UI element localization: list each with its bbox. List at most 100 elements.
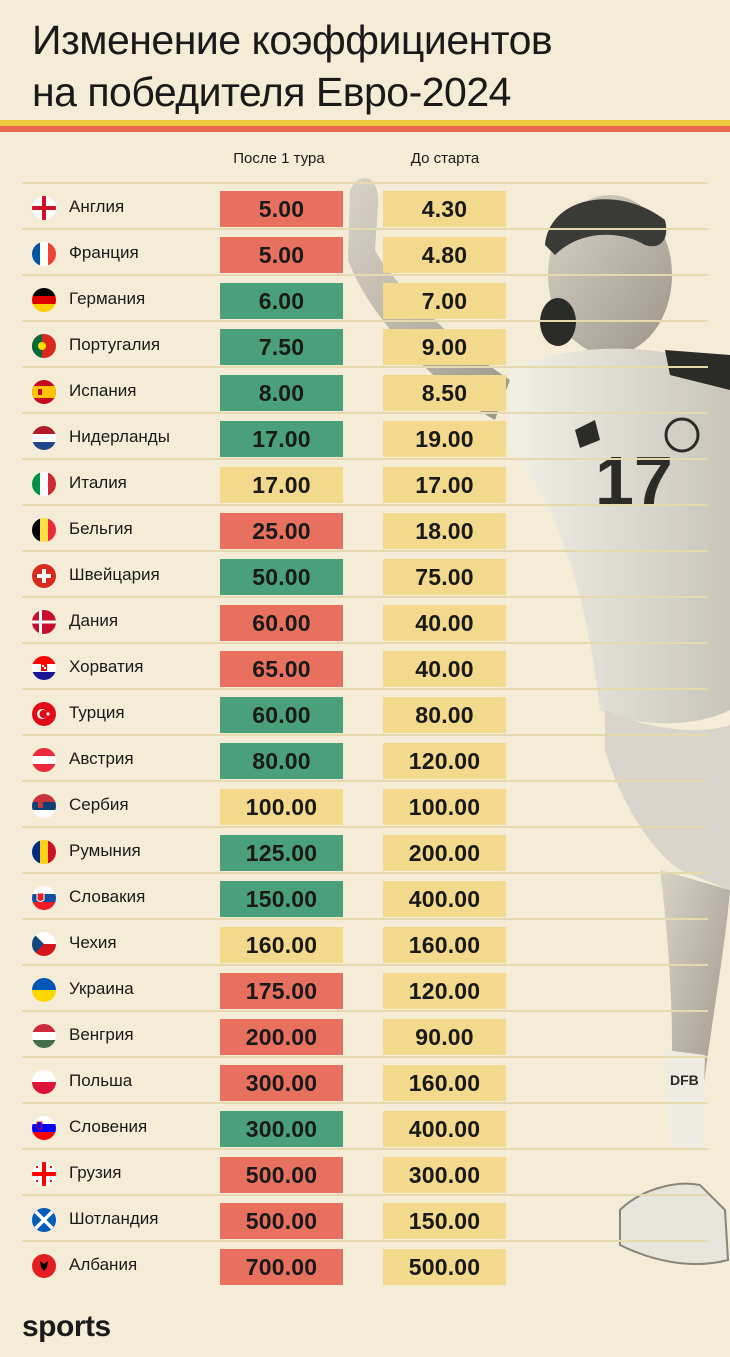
odds-before-start: 400.00: [383, 881, 506, 917]
odds-before-start: 500.00: [383, 1249, 506, 1285]
switzerland-flag-icon: [32, 564, 56, 588]
country-name: Бельгия: [69, 519, 133, 538]
odds-after-round1: 60.00: [220, 605, 343, 641]
country-name: Польша: [69, 1071, 133, 1090]
country-name: Турция: [69, 703, 125, 722]
country-name: Португалия: [69, 335, 161, 354]
table-row: Румыния 125.00 200.00: [22, 826, 708, 874]
table-row: Франция 5.00 4.80: [22, 228, 708, 276]
page-title: Изменение коэффициентов на победителя Ев…: [32, 14, 553, 118]
table-row: Дания 60.00 40.00: [22, 596, 708, 644]
table-row: Италия 17.00 17.00: [22, 458, 708, 506]
odds-before-start: 40.00: [383, 651, 506, 687]
odds-after-round1: 6.00: [220, 283, 343, 319]
country-name: Германия: [69, 289, 146, 308]
austria-flag-icon: [32, 748, 56, 772]
svg-text:DFB: DFB: [670, 1072, 699, 1088]
odds-after-round1: 175.00: [220, 973, 343, 1009]
country-name: Словакия: [69, 887, 146, 906]
odds-after-round1: 500.00: [220, 1203, 343, 1239]
odds-after-round1: 25.00: [220, 513, 343, 549]
odds-before-start: 150.00: [383, 1203, 506, 1239]
table-row: Албания 700.00 500.00: [22, 1240, 708, 1288]
slovenia-flag-icon: [32, 1116, 56, 1140]
odds-before-start: 7.00: [383, 283, 506, 319]
table-row: Чехия 160.00 160.00: [22, 918, 708, 966]
table-row: Австрия 80.00 120.00: [22, 734, 708, 782]
odds-before-start: 160.00: [383, 927, 506, 963]
odds-before-start: 9.00: [383, 329, 506, 365]
scotland-flag-icon: [32, 1208, 56, 1232]
table-row: Испания 8.00 8.50: [22, 366, 708, 414]
germany-flag-icon: [32, 288, 56, 312]
table-row: Грузия 500.00 300.00: [22, 1148, 708, 1196]
country-name: Хорватия: [69, 657, 144, 676]
table-row: Словения 300.00 400.00: [22, 1102, 708, 1150]
country-name: Италия: [69, 473, 127, 492]
table-row: Словакия 150.00 400.00: [22, 872, 708, 920]
table-row: Турция 60.00 80.00: [22, 688, 708, 736]
country-name: Украина: [69, 979, 134, 998]
country-name: Албания: [69, 1255, 138, 1274]
odds-before-start: 80.00: [383, 697, 506, 733]
table-row: Венгрия 200.00 90.00: [22, 1010, 708, 1058]
odds-before-start: 40.00: [383, 605, 506, 641]
celebrating-player-photo: 17 DFB: [348, 178, 730, 1266]
odds-before-start: 120.00: [383, 973, 506, 1009]
column-header-after-round1: После 1 тура: [233, 150, 325, 167]
country-name: Словения: [69, 1117, 148, 1136]
table-row: Германия 6.00 7.00: [22, 274, 708, 322]
country-name: Австрия: [69, 749, 134, 768]
table-row: Украина 175.00 120.00: [22, 964, 708, 1012]
odds-before-start: 400.00: [383, 1111, 506, 1147]
spain-flag-icon: [32, 380, 56, 404]
odds-after-round1: 500.00: [220, 1157, 343, 1193]
odds-before-start: 75.00: [383, 559, 506, 595]
table-row: Польша 300.00 160.00: [22, 1056, 708, 1104]
odds-before-start: 17.00: [383, 467, 506, 503]
odds-after-round1: 160.00: [220, 927, 343, 963]
odds-after-round1: 300.00: [220, 1111, 343, 1147]
country-name: Грузия: [69, 1163, 122, 1182]
denmark-flag-icon: [32, 610, 56, 634]
netherlands-flag-icon: [32, 426, 56, 450]
france-flag-icon: [32, 242, 56, 266]
odds-before-start: 4.30: [383, 191, 506, 227]
romania-flag-icon: [32, 840, 56, 864]
table-row: Сербия 100.00 100.00: [22, 780, 708, 828]
odds-after-round1: 8.00: [220, 375, 343, 411]
odds-after-round1: 80.00: [220, 743, 343, 779]
table-row: Швейцария 50.00 75.00: [22, 550, 708, 598]
albania-flag-icon: [32, 1254, 56, 1278]
croatia-flag-icon: [32, 656, 56, 680]
poland-flag-icon: [32, 1070, 56, 1094]
odds-after-round1: 200.00: [220, 1019, 343, 1055]
accent-stripe-red: [0, 126, 730, 132]
turkey-flag-icon: [32, 702, 56, 726]
odds-after-round1: 7.50: [220, 329, 343, 365]
odds-before-start: 300.00: [383, 1157, 506, 1193]
odds-before-start: 8.50: [383, 375, 506, 411]
italy-flag-icon: [32, 472, 56, 496]
column-header-before-start: До старта: [410, 150, 480, 167]
odds-after-round1: 125.00: [220, 835, 343, 871]
odds-after-round1: 65.00: [220, 651, 343, 687]
table-row: Англия 5.00 4.30: [22, 182, 708, 230]
country-name: Франция: [69, 243, 139, 262]
england-flag-icon: [32, 196, 56, 220]
country-name: Испания: [69, 381, 137, 400]
odds-before-start: 19.00: [383, 421, 506, 457]
czechia-flag-icon: [32, 932, 56, 956]
odds-after-round1: 300.00: [220, 1065, 343, 1101]
odds-before-start: 160.00: [383, 1065, 506, 1101]
odds-after-round1: 50.00: [220, 559, 343, 595]
country-name: Чехия: [69, 933, 117, 952]
table-row: Португалия 7.50 9.00: [22, 320, 708, 368]
country-name: Дания: [69, 611, 119, 630]
accent-stripe-yellow: [0, 120, 730, 126]
odds-before-start: 100.00: [383, 789, 506, 825]
slovakia-flag-icon: [32, 886, 56, 910]
odds-after-round1: 700.00: [220, 1249, 343, 1285]
odds-after-round1: 17.00: [220, 421, 343, 457]
country-name: Нидерланды: [69, 427, 170, 446]
